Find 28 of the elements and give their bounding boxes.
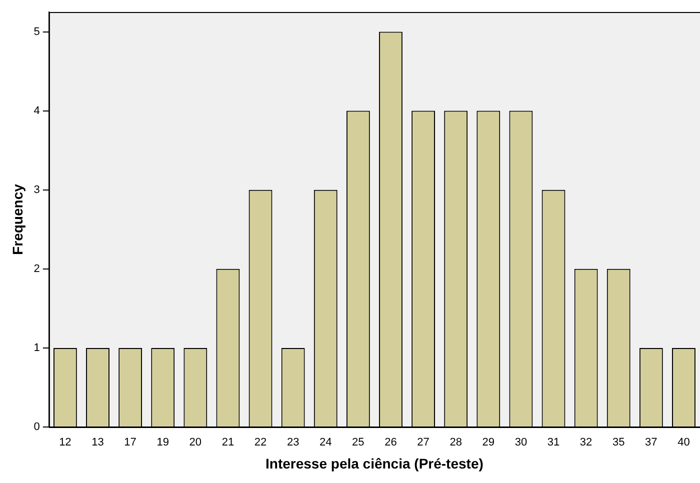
x-tick-label: 24 xyxy=(320,436,332,449)
y-tick-label: 0 xyxy=(34,421,40,434)
x-tick-label: 31 xyxy=(547,436,560,449)
x-tick-label: 25 xyxy=(352,436,364,449)
x-tick-label: 17 xyxy=(124,436,136,449)
x-tick-label: 22 xyxy=(254,436,267,449)
x-tick-label: 21 xyxy=(222,436,234,449)
x-tick-label: 27 xyxy=(417,436,430,449)
x-tick-label: 26 xyxy=(384,436,397,449)
y-tick-label: 2 xyxy=(34,262,40,275)
y-tick-label: 4 xyxy=(34,104,40,117)
x-tick-label: 35 xyxy=(612,436,625,449)
x-tick-label: 23 xyxy=(286,436,300,449)
x-axis-title: Interesse pela ciência (Pré-teste) xyxy=(266,455,484,472)
x-tick-label: 29 xyxy=(482,436,495,449)
y-tick-label: 3 xyxy=(34,184,40,196)
x-tick-label: 20 xyxy=(189,436,202,449)
y-tick-label: 5 xyxy=(34,26,40,38)
x-tick-label: 30 xyxy=(514,436,528,449)
x-tick-label: 37 xyxy=(645,436,658,449)
x-tick-label: 28 xyxy=(450,436,462,449)
x-tick-label: 19 xyxy=(156,436,169,449)
x-tick-label: 40 xyxy=(678,436,690,449)
x-tick-label: 32 xyxy=(580,436,592,449)
x-tick-label: 13 xyxy=(92,436,104,449)
y-axis-title: Frequency xyxy=(9,184,26,255)
y-tick-label: 1 xyxy=(34,342,40,354)
x-tick-label: 12 xyxy=(59,436,72,449)
